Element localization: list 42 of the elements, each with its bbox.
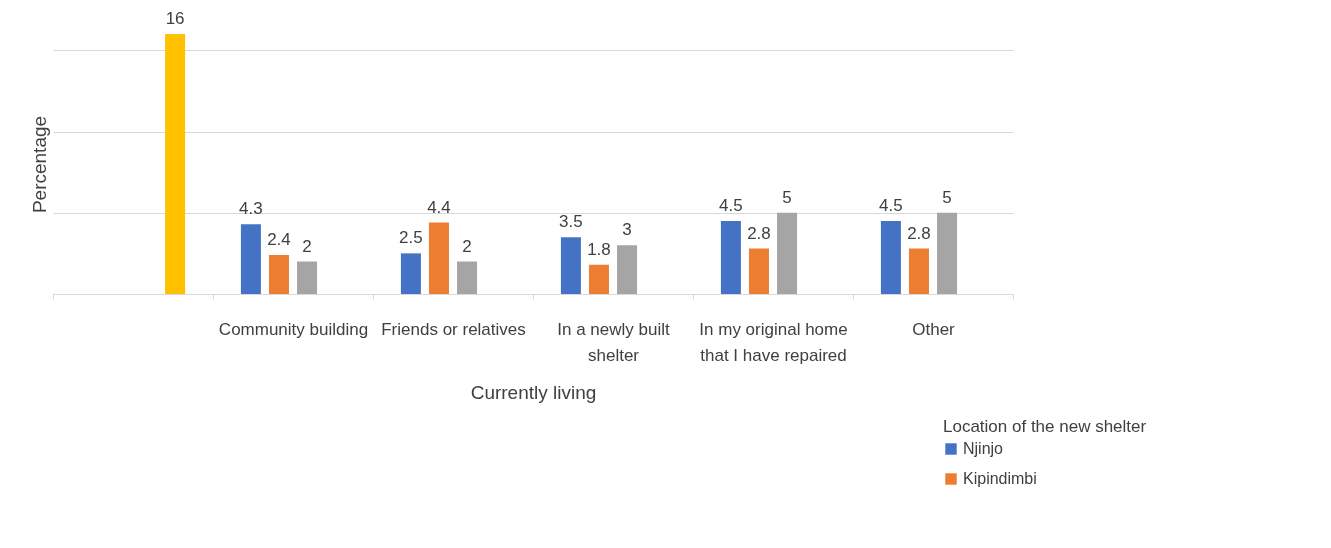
bar [457,261,478,294]
data-label: 4.3 [239,199,263,219]
bar [588,264,609,294]
legend-label: Njinjo [963,440,1004,457]
data-label: 3 [622,220,632,240]
data-label: 2.5 [399,228,423,248]
bar [400,253,421,294]
bar [777,212,798,294]
bar [240,224,261,294]
data-label: 5 [782,187,792,207]
data-label: 4.5 [719,195,743,215]
data-label: 4.5 [879,195,903,215]
y-axis-title: Percentage [28,115,50,214]
data-label: 4.4 [427,197,451,217]
x-tick-label: In a newly built shelter [557,319,670,365]
x-tick-label: In my original home that I have repaired [699,319,848,365]
bar [268,255,289,294]
bar [937,212,958,294]
bar [297,261,318,294]
data-label: 2.8 [907,223,931,243]
data-label: 2 [302,236,312,256]
data-label: 16 [165,9,185,28]
legend-title: Location of the new shelter [943,417,1147,436]
bar [908,248,929,294]
bar [617,245,638,294]
bar [880,220,901,294]
x-axis-title: Currently living [470,381,597,403]
data-label: 2 [462,236,472,256]
data-label: 2.8 [747,223,771,243]
bar [748,248,769,294]
bar [428,222,449,294]
bar [560,237,581,294]
x-tick-label: Other [912,319,956,339]
bar [165,34,186,294]
data-label: 1.8 [587,239,611,259]
legend-label: Kipindimbi [963,470,1037,487]
bar [720,220,741,294]
data-label: 3.5 [559,212,583,232]
x-tick-label: Friends or relatives [381,319,526,339]
data-label: 5 [942,187,952,207]
data-label: 2.4 [267,230,291,249]
x-tick-label: Community building [218,319,369,339]
